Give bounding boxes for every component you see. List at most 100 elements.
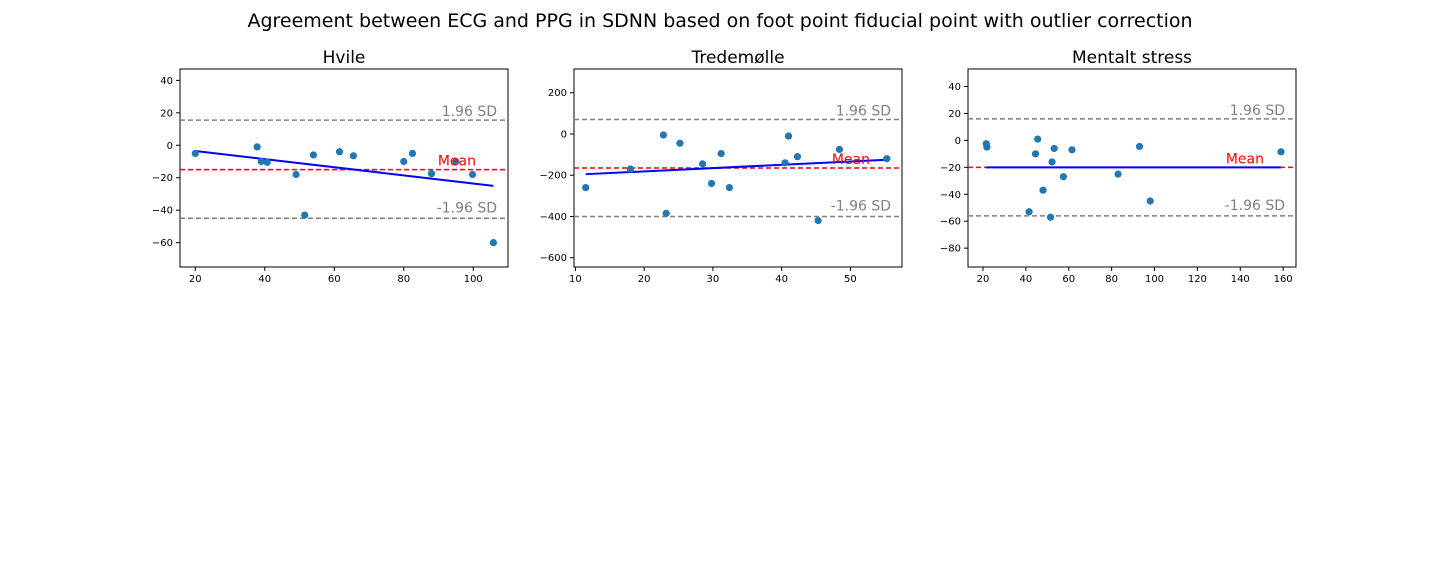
- data-point: [1039, 186, 1047, 194]
- data-point: [1031, 150, 1040, 158]
- y-tick-label: −20: [940, 163, 961, 174]
- data-point: [659, 131, 667, 139]
- data-point: [676, 139, 684, 147]
- data-point: [1146, 197, 1154, 205]
- data-point: [1048, 158, 1056, 166]
- chart-mentalt-stress: Mentalt stress 20 40 60 80 100 120 140 160 −80 −60…: [940, 48, 1297, 285]
- y-tick-label: −200: [540, 171, 567, 182]
- chart-hvile: Hvile 20 40 60 80 100 −60 −40 −20 0 20 40 1.96 SD Mea…: [152, 48, 509, 285]
- data-point: [707, 179, 716, 188]
- data-point: [257, 157, 265, 166]
- upper-sd-label: 1.96 SD: [836, 104, 891, 120]
- data-point: [814, 216, 822, 225]
- data-point: [1277, 148, 1285, 156]
- figure-title: Agreement between ECG and PPG in SDNN ba…: [247, 10, 1192, 32]
- data-point: [292, 170, 300, 179]
- data-point: [883, 155, 891, 163]
- upper-sd-label: 1.96 SD: [1230, 103, 1285, 119]
- data-point: [400, 157, 408, 166]
- x-tick-label: 30: [707, 274, 720, 285]
- x-tick-label: 40: [1020, 274, 1033, 285]
- chart-title: Tredemølle: [690, 48, 784, 68]
- y-tick-label: 0: [955, 136, 961, 147]
- y-tick-label: −80: [940, 244, 961, 255]
- x-tick-label: 100: [464, 274, 483, 285]
- chart-title: Hvile: [323, 48, 366, 68]
- data-point: [698, 160, 707, 168]
- y-tick-label: −400: [540, 212, 567, 223]
- data-point: [1135, 142, 1144, 151]
- data-point: [335, 148, 344, 156]
- y-tick-label: −40: [940, 190, 961, 201]
- data-point: [427, 170, 436, 178]
- x-tick-label: 160: [1274, 274, 1293, 285]
- x-tick-label: 20: [189, 274, 202, 285]
- data-point: [301, 211, 309, 219]
- data-point: [191, 149, 199, 157]
- y-tick-label: 0: [561, 129, 567, 140]
- data-point: [1034, 135, 1042, 143]
- chart-tredemolle: Tredemølle 10 20 30 40 50 −600 −400 −200 0 200 1.96…: [540, 48, 903, 285]
- regression-line: [585, 158, 887, 176]
- y-tick-label: 200: [548, 88, 567, 99]
- y-tick-label: 40: [160, 76, 173, 87]
- y-tick-label: 20: [160, 108, 173, 119]
- chart-title: Mentalt stress: [1072, 48, 1192, 68]
- data-point: [309, 151, 318, 159]
- x-tick-label: 100: [1145, 274, 1164, 285]
- y-tick-label: −600: [540, 253, 567, 264]
- data-point: [1050, 144, 1058, 153]
- mean-label: Mean: [438, 154, 476, 170]
- x-tick-label: 10: [569, 274, 582, 285]
- x-tick-label: 140: [1231, 274, 1250, 285]
- x-tick-label: 40: [775, 274, 788, 285]
- mean-label: Mean: [1226, 151, 1264, 167]
- y-tick-label: −60: [940, 217, 961, 228]
- data-point: [468, 170, 477, 179]
- data-point: [781, 159, 789, 167]
- y-tick-label: 20: [948, 109, 961, 120]
- data-point: [1025, 208, 1033, 216]
- x-tick-label: 20: [638, 274, 651, 285]
- x-tick-label: 60: [1062, 274, 1075, 285]
- data-point: [1046, 213, 1055, 221]
- data-point: [725, 183, 734, 192]
- upper-sd-label: 1.96 SD: [442, 104, 497, 120]
- data-point: [793, 153, 802, 161]
- data-point: [1059, 173, 1067, 181]
- lower-sd-label: -1.96 SD: [831, 198, 891, 214]
- data-point: [835, 145, 844, 154]
- x-tick-label: 80: [1105, 274, 1118, 285]
- data-point: [1068, 146, 1076, 154]
- x-tick-label: 40: [258, 274, 271, 285]
- y-tick-label: 0: [167, 141, 173, 152]
- regression-line: [195, 149, 494, 187]
- data-point: [582, 183, 590, 192]
- data-point: [263, 158, 271, 166]
- data-point: [983, 143, 991, 151]
- mean-label: Mean: [832, 152, 870, 168]
- data-point: [408, 149, 417, 157]
- data-point: [489, 239, 498, 247]
- data-point: [784, 132, 793, 140]
- data-point: [452, 157, 460, 166]
- x-tick-label: 80: [397, 274, 410, 285]
- data-point: [1114, 170, 1122, 178]
- y-tick-label: −40: [152, 206, 173, 217]
- data-point: [626, 165, 634, 173]
- y-tick-label: −20: [152, 173, 173, 184]
- plot-frame: [179, 68, 509, 268]
- x-tick-label: 60: [328, 274, 341, 285]
- data-point: [253, 143, 261, 151]
- x-tick-label: 20: [977, 274, 990, 285]
- data-point: [662, 209, 670, 217]
- data-point: [717, 149, 725, 158]
- y-tick-label: −60: [152, 238, 173, 249]
- x-tick-label: 50: [844, 274, 857, 285]
- y-tick-label: 40: [948, 82, 961, 93]
- data-point: [349, 152, 357, 160]
- lower-sd-label: -1.96 SD: [1225, 198, 1285, 214]
- x-tick-label: 120: [1188, 274, 1207, 285]
- lower-sd-label: -1.96 SD: [437, 200, 497, 216]
